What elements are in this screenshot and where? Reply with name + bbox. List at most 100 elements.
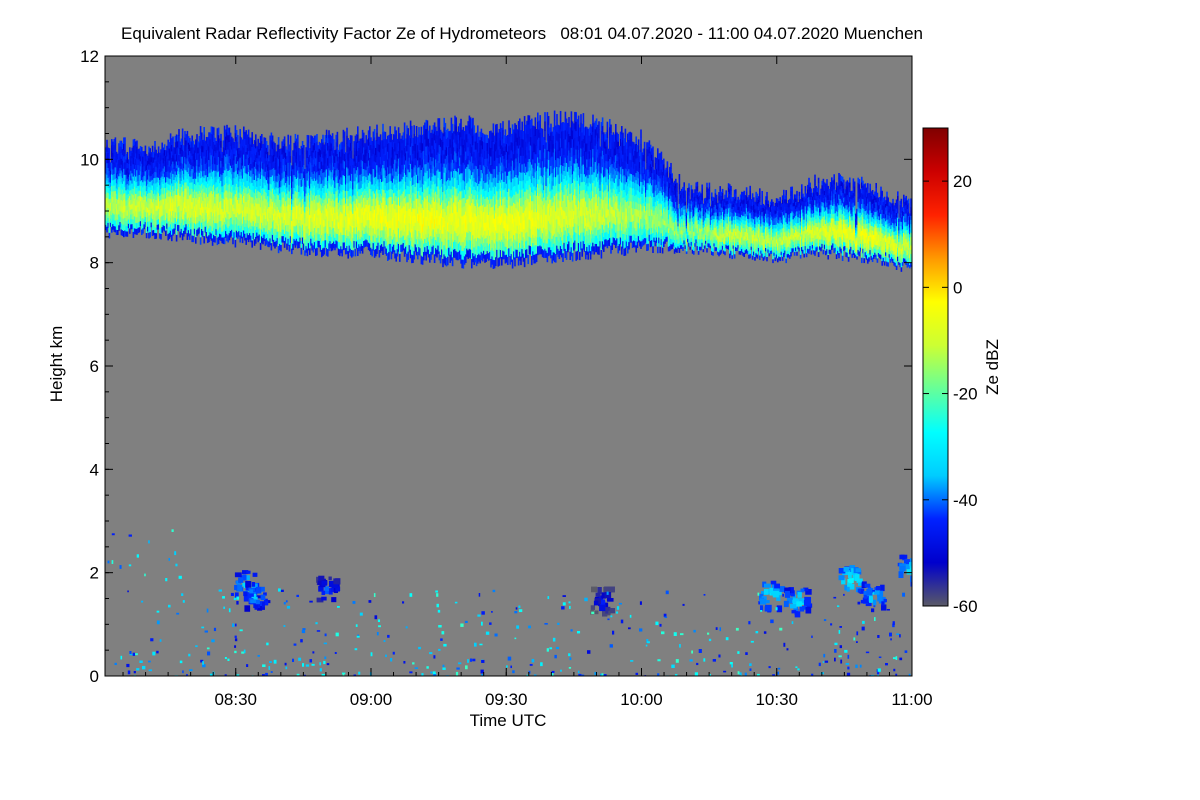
ze-cell <box>123 211 125 219</box>
ze-cell <box>305 180 307 188</box>
ze-cell <box>472 189 474 200</box>
ze-cell <box>406 219 408 229</box>
ze-cell <box>311 228 313 237</box>
ze-cell <box>336 153 339 162</box>
ze-cell <box>126 231 129 237</box>
ze-cell <box>233 213 235 221</box>
ze-cell <box>423 192 425 202</box>
ze-cell <box>137 222 139 228</box>
ze-cell <box>415 246 418 256</box>
ze-cell <box>123 174 125 182</box>
ze-cell <box>225 156 227 164</box>
ze-cell <box>202 224 204 231</box>
ze-cell <box>451 159 454 169</box>
ze-cell <box>455 223 457 234</box>
ze-cell <box>172 216 174 224</box>
ze-cell <box>232 217 234 225</box>
ze-cell <box>473 177 475 187</box>
ze-cell <box>223 162 226 171</box>
ze-cell <box>289 135 292 143</box>
ze-cell <box>137 185 139 192</box>
ze-cell <box>201 228 203 236</box>
ze-cell <box>395 171 397 180</box>
ze-cell <box>297 226 299 235</box>
ze-cell <box>407 185 409 195</box>
ze-cell <box>474 205 477 215</box>
ze-cell <box>448 193 450 202</box>
ze-cell <box>334 243 336 251</box>
ze-cell <box>244 213 246 221</box>
ze-cell <box>143 165 145 171</box>
ze-cell <box>361 160 364 169</box>
ze-cell <box>133 204 136 211</box>
ze-cell <box>198 184 201 191</box>
ze-cell <box>475 240 478 250</box>
ze-cell <box>390 243 393 252</box>
ze-cell <box>439 171 442 181</box>
ze-cell <box>180 168 183 175</box>
ze-cell <box>231 167 233 175</box>
ze-cell <box>221 214 223 221</box>
ze-cell <box>280 206 282 213</box>
ze-cell <box>190 164 192 171</box>
ze-cell <box>139 205 142 212</box>
ze-cell <box>217 221 220 230</box>
ze-cell <box>252 167 255 175</box>
ze-cell <box>369 188 371 197</box>
ze-cell <box>382 172 384 182</box>
ze-cell <box>162 147 165 154</box>
ze-cell <box>289 222 292 230</box>
ze-cell <box>285 206 287 214</box>
ze-cell <box>156 210 159 216</box>
ze-cell <box>190 152 192 160</box>
ze-cell <box>478 144 480 153</box>
ze-cell <box>353 141 355 149</box>
ze-cell <box>351 158 353 167</box>
ze-cell <box>419 240 421 249</box>
ze-cell <box>375 169 377 177</box>
ze-cell <box>391 146 394 155</box>
ze-cell <box>189 169 191 177</box>
ze-cell <box>313 149 316 158</box>
ze-cell <box>400 237 402 245</box>
ze-cell <box>330 229 333 237</box>
ze-cell <box>237 180 239 188</box>
ze-cell <box>438 180 441 190</box>
ze-cell <box>451 132 454 142</box>
ze-cell <box>455 197 457 207</box>
ze-cell <box>353 214 355 222</box>
ze-cell <box>151 151 154 158</box>
ze-cell <box>118 148 120 155</box>
ze-cell <box>131 152 133 159</box>
ze-cell <box>169 178 172 186</box>
ze-cell <box>124 155 126 163</box>
ze-cell <box>120 199 123 206</box>
ze-cell <box>168 214 171 221</box>
ze-cell <box>209 165 211 173</box>
ze-cell <box>263 221 265 229</box>
ze-cell <box>315 150 317 159</box>
ze-cell <box>135 181 137 189</box>
ze-cell <box>318 181 321 189</box>
ze-cell <box>405 188 407 197</box>
ze-cell <box>262 168 264 176</box>
ze-cell <box>462 197 465 207</box>
ze-cell <box>262 200 264 207</box>
ze-cell <box>334 206 336 213</box>
ze-cell <box>474 237 477 247</box>
ze-cell <box>143 219 145 225</box>
ze-cell <box>377 221 379 229</box>
ze-cell <box>189 207 191 215</box>
ze-cell <box>174 135 177 143</box>
ze-cell <box>399 189 401 198</box>
ze-cell <box>247 178 250 187</box>
ze-cell <box>384 246 387 255</box>
ze-cell <box>247 213 250 222</box>
ze-cell <box>221 180 223 187</box>
ze-cell <box>361 176 364 185</box>
ze-cell <box>436 130 438 140</box>
ze-cell <box>233 141 235 149</box>
ze-cell <box>478 230 480 239</box>
ze-cell <box>198 178 201 185</box>
ze-cell <box>298 222 300 230</box>
